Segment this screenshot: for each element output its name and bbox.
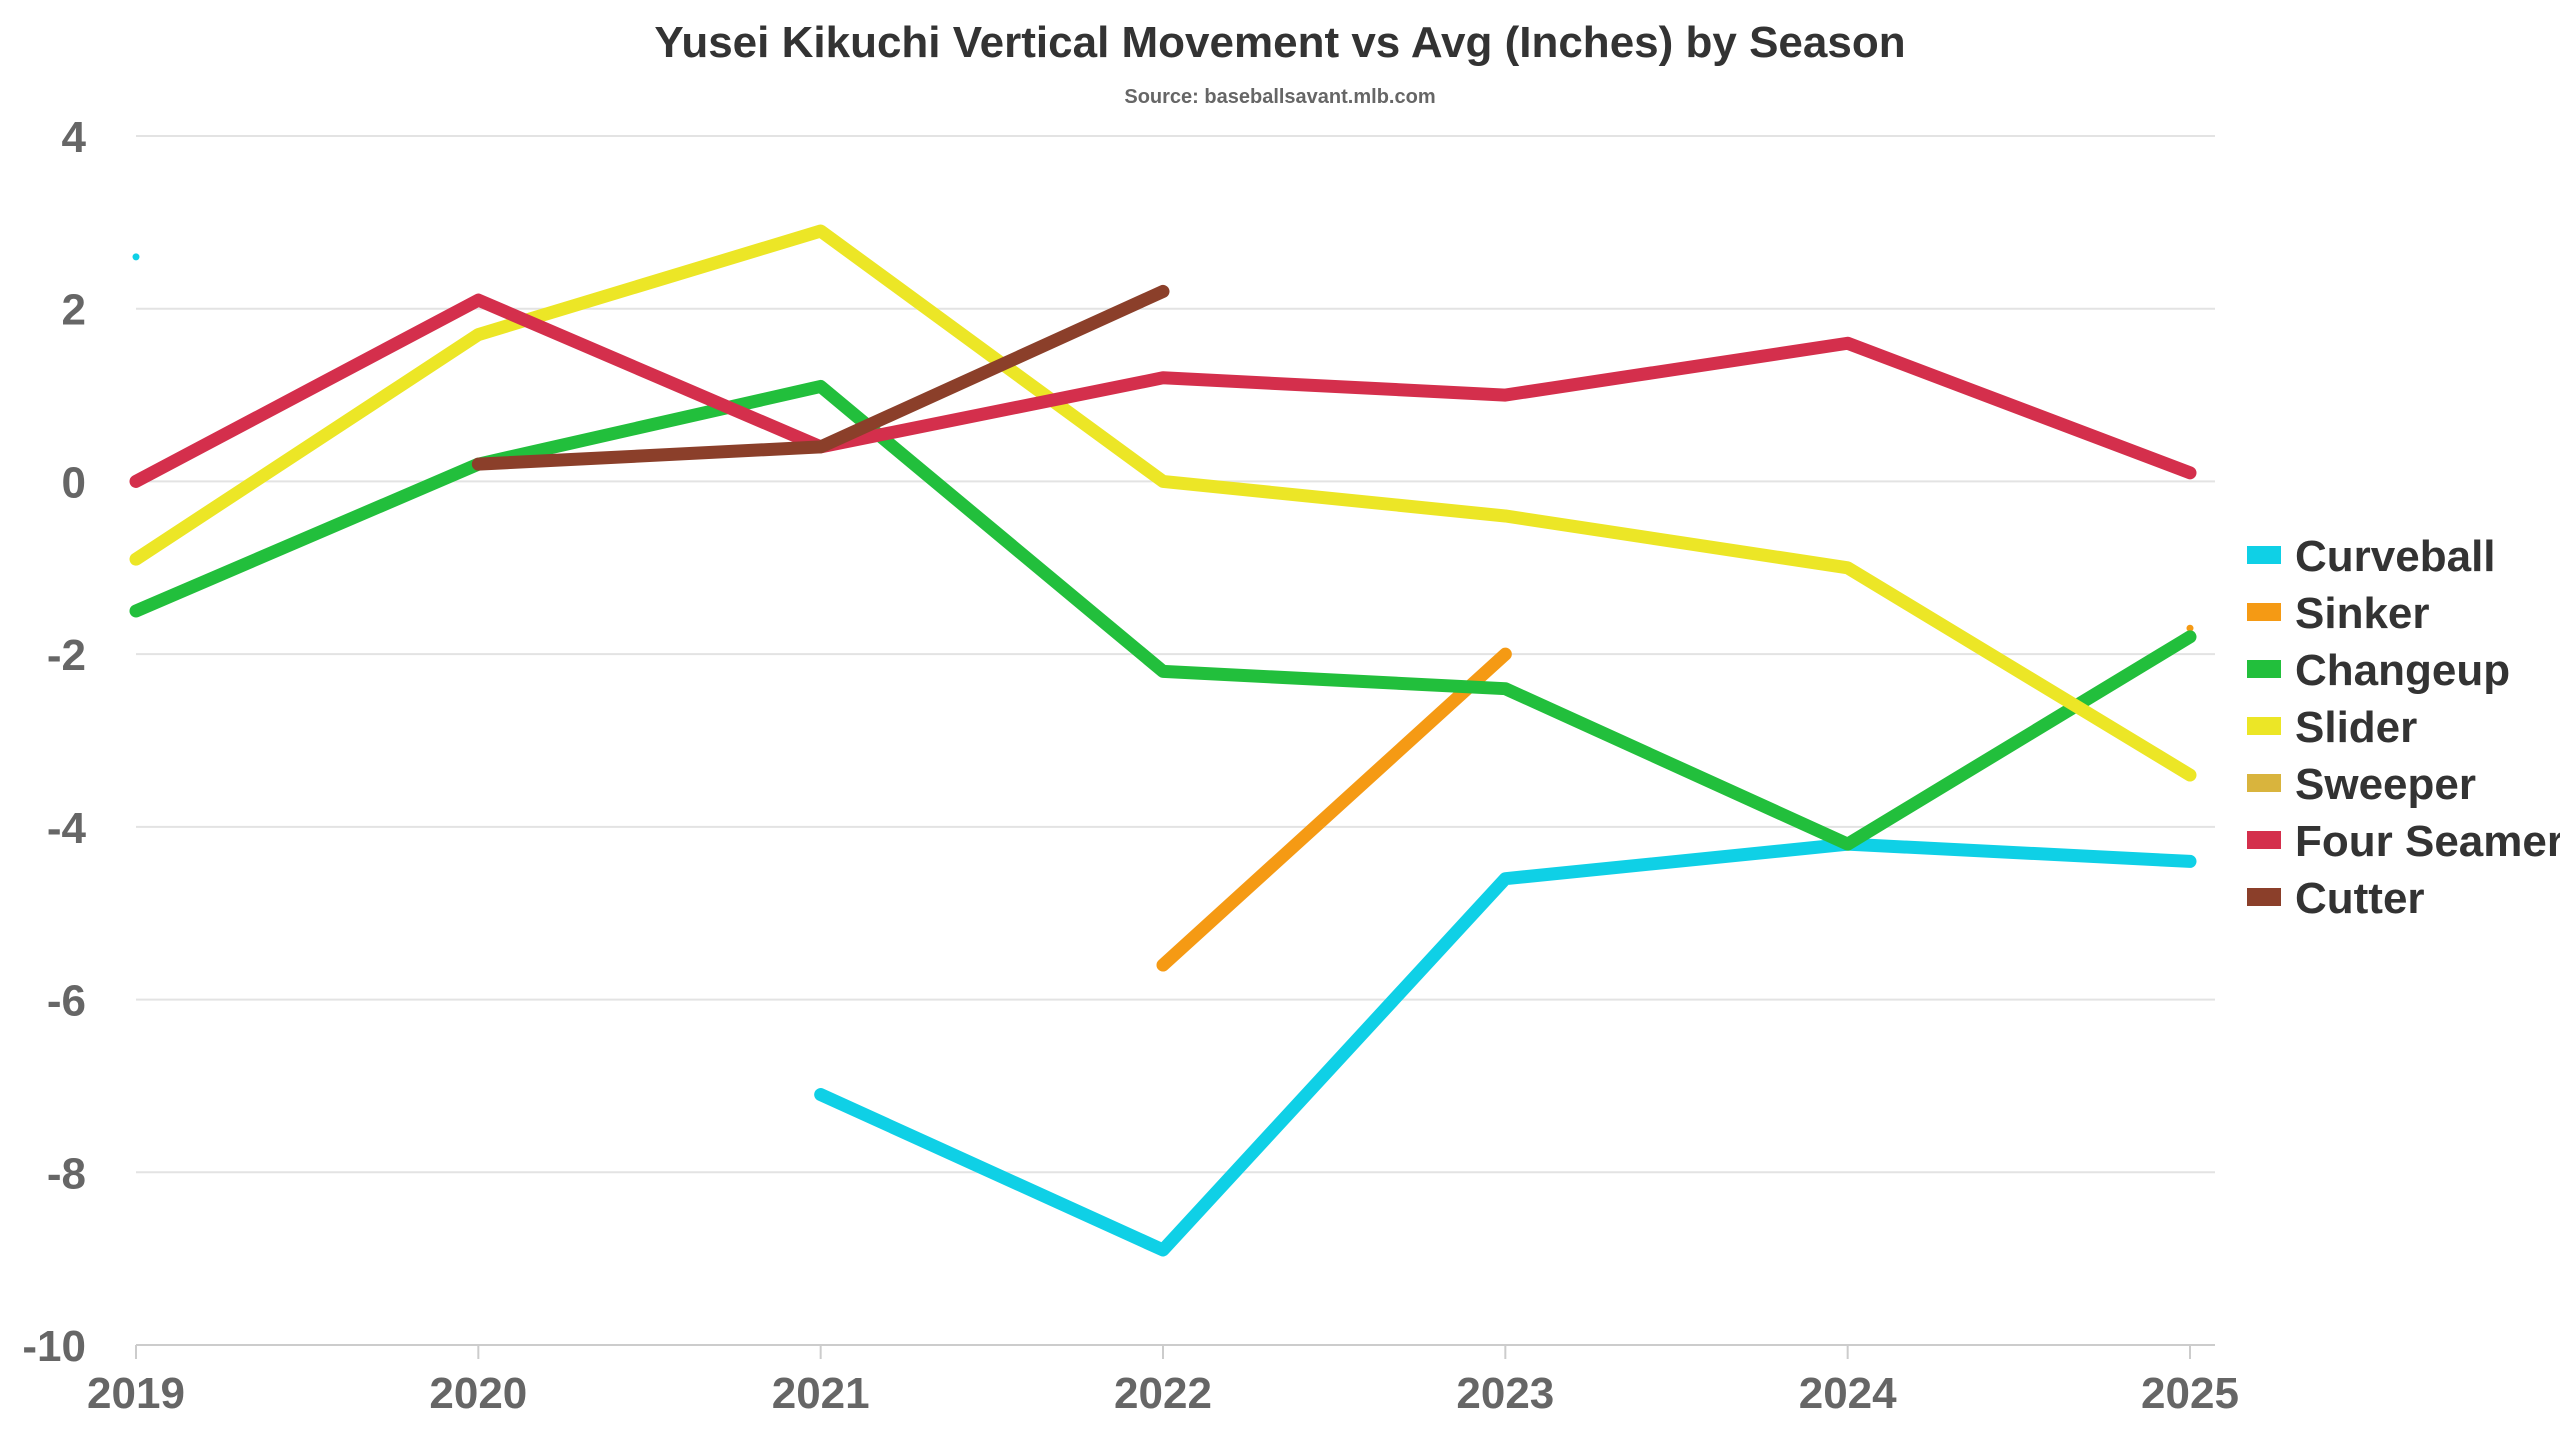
series-lines: [129, 224, 2197, 1257]
y-tick-label: 0: [62, 458, 86, 507]
legend-item-sweeper: Sweeper: [2247, 760, 2476, 809]
x-tick-label: 2023: [1456, 1369, 1554, 1418]
series-cutter: [471, 284, 1170, 471]
x-tick-label: 2021: [772, 1369, 870, 1418]
y-tick-label: 4: [62, 113, 87, 162]
y-tick-label: -2: [47, 631, 86, 680]
series-sinker: [1156, 624, 2194, 972]
legend-item-curveball: Curveball: [2247, 532, 2496, 581]
x-tick-label: 2024: [1799, 1369, 1897, 1418]
legend-swatch: [2247, 774, 2281, 792]
x-axis: 2019 2020 2021 2022 2023 2024 2025: [87, 1344, 2239, 1418]
series-line-sinker: [1156, 647, 1512, 972]
legend-swatch: [2247, 660, 2281, 678]
legend-swatch: [2247, 888, 2281, 906]
legend-label: Sweeper: [2295, 760, 2476, 809]
series-line-curveball: [814, 837, 2197, 1257]
legend-label: Four Seamer: [2295, 817, 2560, 866]
y-tick-label: -6: [47, 977, 86, 1026]
legend-swatch: [2247, 546, 2281, 564]
chart-subtitle: Source: baseballsavant.mlb.com: [1124, 86, 1435, 108]
y-tick-label: -10: [22, 1322, 86, 1371]
y-axis: 4 2 0 -2 -4 -6 -8 -10: [22, 113, 86, 1371]
series-point-sinker: [2186, 624, 2194, 632]
legend-item-cutter: Cutter: [2247, 874, 2425, 923]
legend-swatch: [2247, 831, 2281, 849]
series-line-cutter: [471, 284, 1170, 471]
legend-item-four-seamer: Four Seamer: [2247, 817, 2560, 866]
legend-item-sinker: Sinker: [2247, 589, 2430, 638]
series-line-changeup: [129, 379, 2197, 851]
legend-swatch: [2247, 603, 2281, 621]
x-tick-label: 2025: [2141, 1369, 2239, 1418]
series-slider: [129, 224, 2197, 782]
y-tick-label: 2: [62, 286, 86, 335]
legend-label: Changeup: [2295, 646, 2510, 695]
series-point-curveball: [132, 253, 140, 261]
legend-item-slider: Slider: [2247, 703, 2417, 752]
x-tick-label: 2019: [87, 1369, 185, 1418]
series-curveball: [132, 253, 2197, 1257]
x-tick-label: 2020: [429, 1369, 527, 1418]
chart-title: Yusei Kikuchi Vertical Movement vs Avg (…: [654, 18, 1905, 67]
series-four-seamer: [129, 293, 2197, 488]
legend-swatch: [2247, 717, 2281, 735]
y-tick-label: -8: [47, 1149, 86, 1198]
legend-label: Curveball: [2295, 532, 2496, 581]
y-tick-label: -4: [47, 804, 87, 853]
legend-label: Sinker: [2295, 589, 2430, 638]
series-line-slider: [129, 224, 2197, 782]
legend-item-changeup: Changeup: [2247, 646, 2510, 695]
gridlines: [136, 135, 2215, 1174]
x-tick-label: 2022: [1114, 1369, 1212, 1418]
legend: Curveball Sinker Changeup Slider Sweeper Four…: [2247, 532, 2560, 923]
legend-label: Cutter: [2295, 874, 2425, 923]
legend-label: Slider: [2295, 703, 2417, 752]
series-line-four-seamer: [129, 293, 2197, 488]
series-changeup: [129, 379, 2197, 851]
